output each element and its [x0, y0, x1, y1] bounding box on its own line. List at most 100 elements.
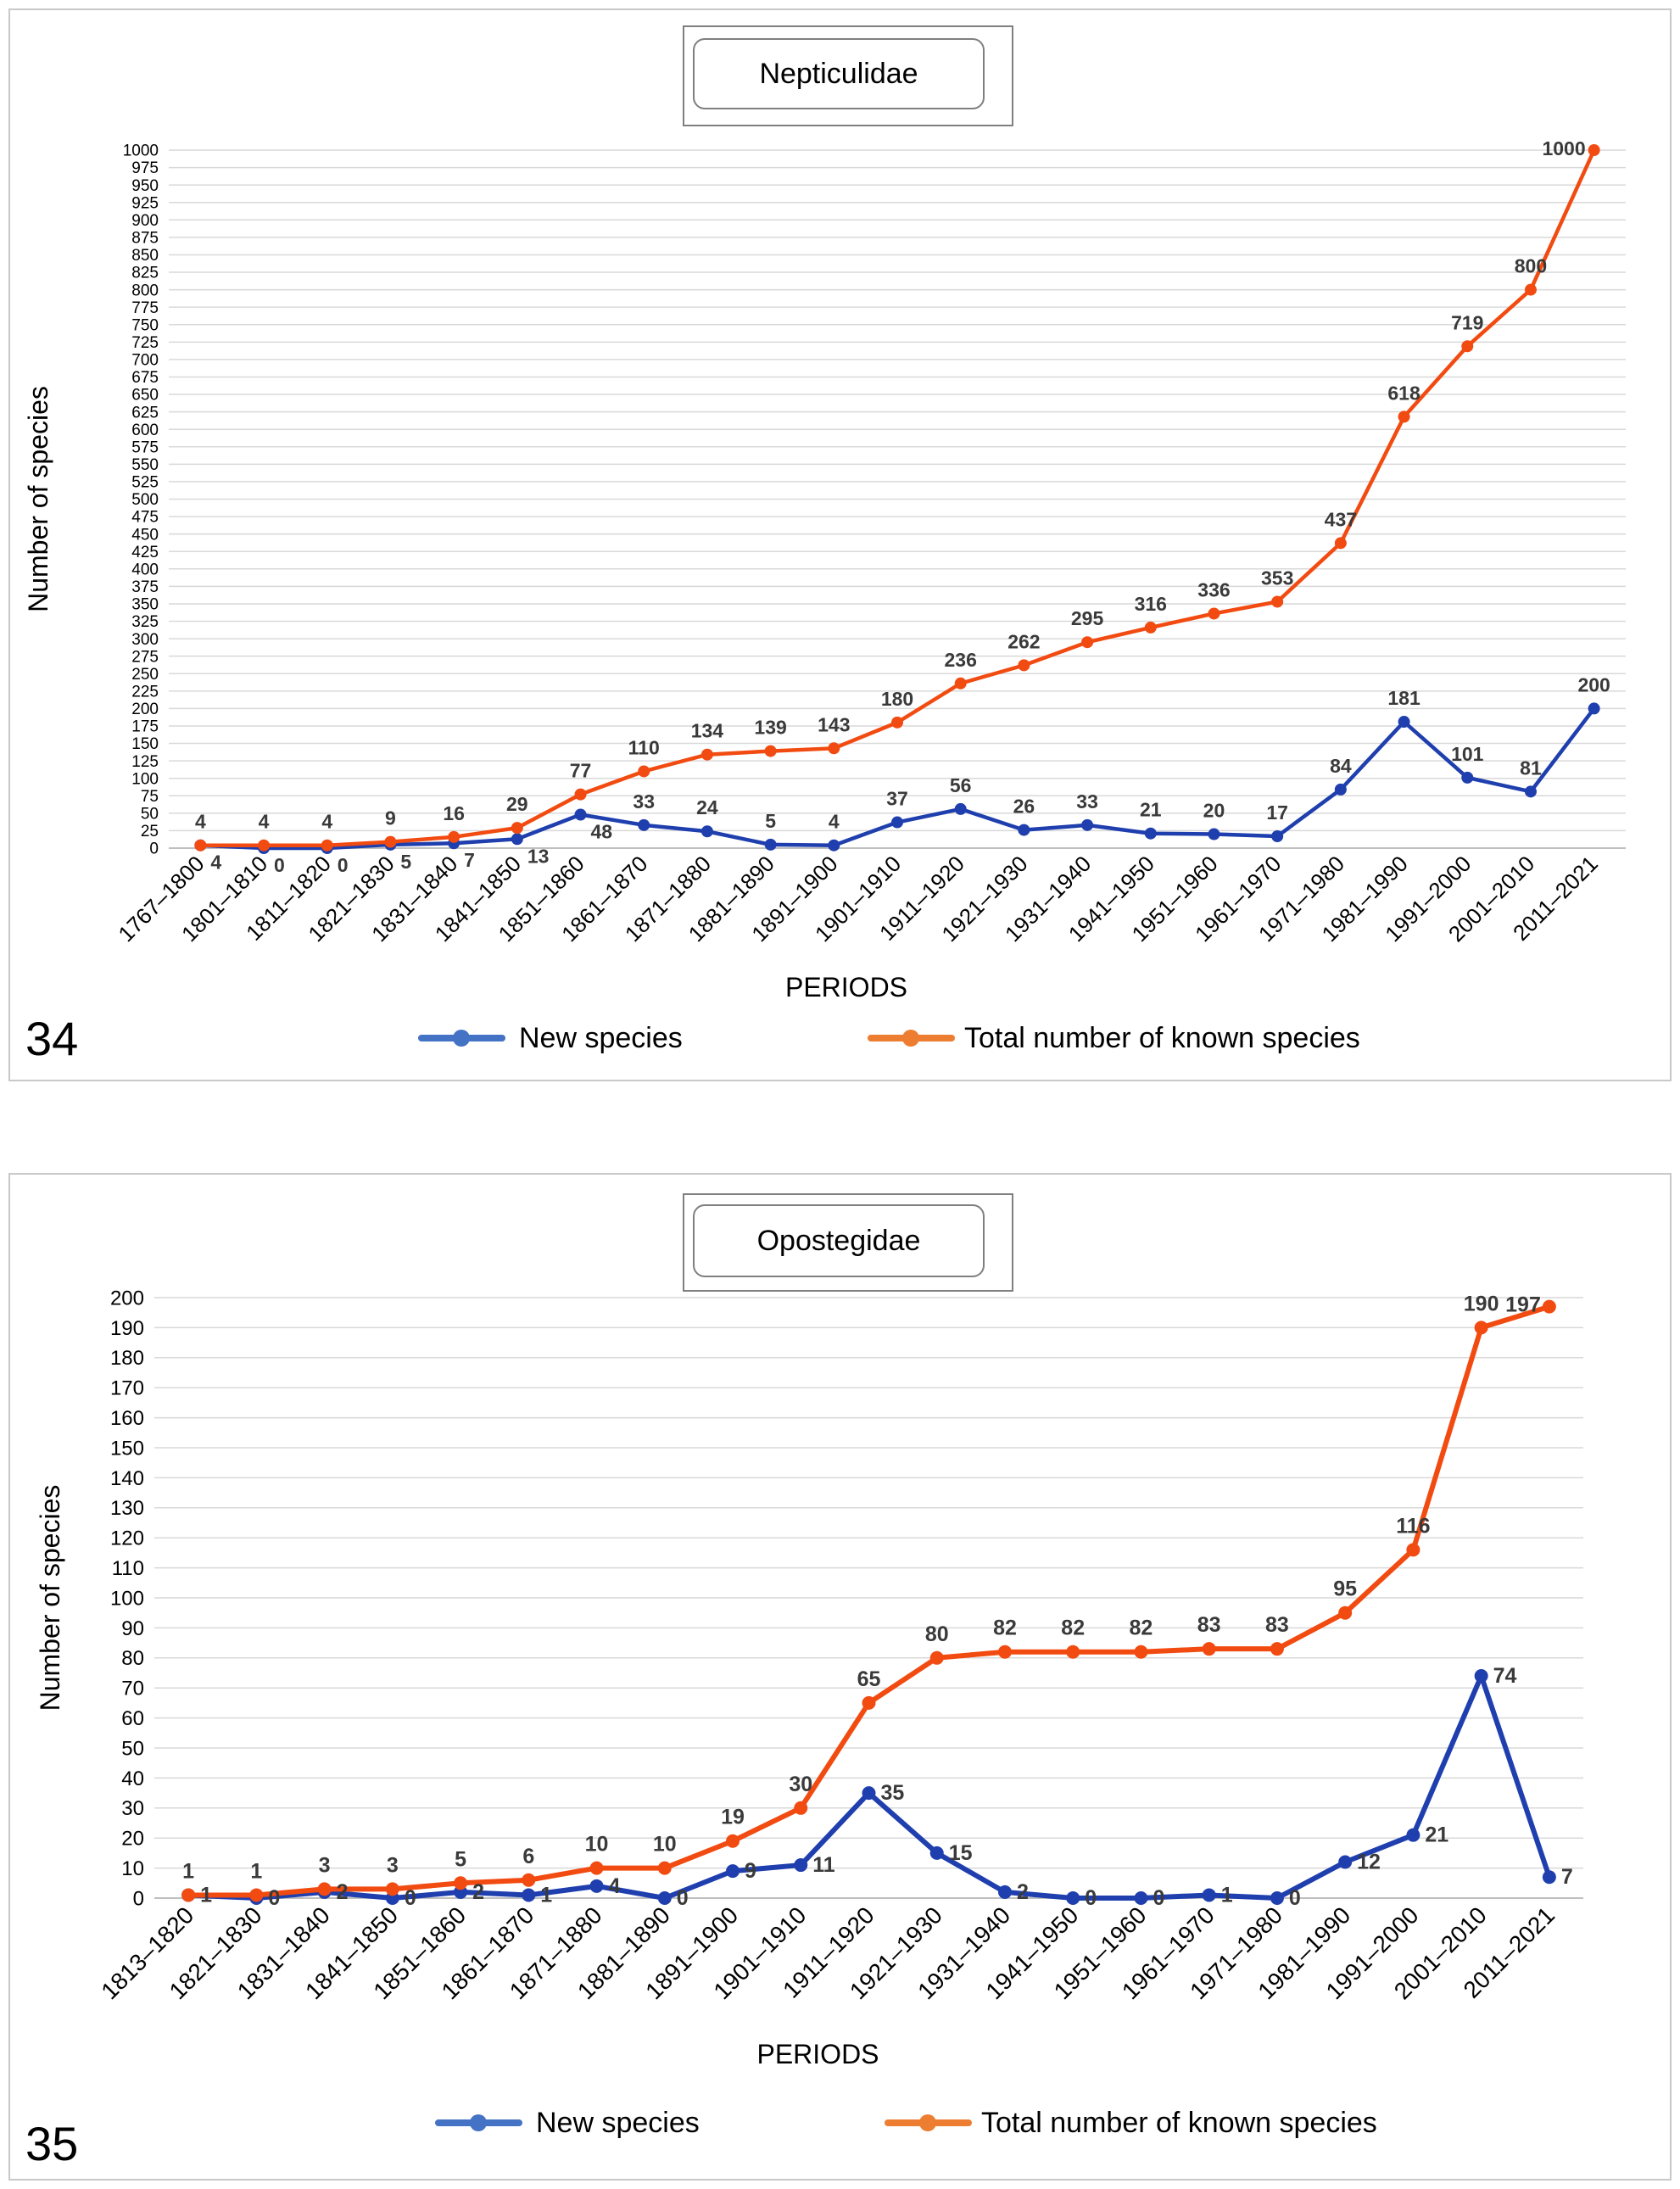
data-point	[385, 1882, 399, 1896]
data-point	[891, 816, 903, 829]
data-label: 48	[591, 820, 613, 842]
y-tick-label: 100	[110, 1587, 144, 1610]
data-point	[1081, 818, 1094, 831]
data-point	[249, 1888, 264, 1902]
data-point	[764, 838, 777, 851]
y-tick-label: 60	[121, 1707, 144, 1730]
data-point	[1461, 340, 1474, 353]
data-point	[862, 1786, 876, 1801]
data-label: 295	[1071, 607, 1104, 629]
data-point	[1338, 1605, 1353, 1620]
data-label: 336	[1197, 578, 1230, 600]
data-label: 1	[250, 1859, 262, 1883]
data-label: 134	[691, 720, 724, 742]
data-point	[726, 1834, 740, 1848]
series-new-species	[194, 702, 1600, 854]
legend: New species Total number of known species	[435, 2107, 1377, 2139]
legend-label: Total number of known species	[964, 1022, 1360, 1054]
data-point	[700, 748, 713, 761]
y-tick-label: 40	[121, 1767, 144, 1790]
data-point	[1406, 1543, 1420, 1557]
y-tick-label: 625	[131, 404, 159, 422]
data-point	[1270, 1642, 1284, 1656]
data-label: 9	[385, 807, 396, 829]
data-label: 83	[1197, 1613, 1221, 1637]
y-tick-label: 900	[131, 212, 159, 230]
data-point	[1398, 716, 1410, 729]
data-point	[929, 1650, 944, 1665]
x-axis-title: PERIODS	[785, 972, 907, 1002]
data-point	[258, 839, 271, 852]
y-tick-label: 30	[121, 1797, 144, 1820]
figure-panel-34: Nepticulidae 0 25 50 75 100 125 150 175 200 225 25…	[8, 8, 1672, 1081]
legend-item-new-species: New species	[435, 2107, 700, 2139]
y-tick-label: 70	[121, 1678, 144, 1700]
data-label: 20	[1203, 800, 1225, 822]
line-chart-opostegidae: 0102030405060708090100110120130140150160…	[35, 1287, 1583, 2139]
data-point	[997, 1645, 1012, 1659]
data-label: 3	[319, 1853, 331, 1877]
data-label: 33	[633, 790, 655, 812]
data-point	[522, 1888, 536, 1902]
y-tick-label: 775	[131, 299, 159, 317]
data-label: 10	[585, 1833, 609, 1857]
data-label: 236	[945, 649, 977, 671]
y-tick-label: 0	[133, 1887, 144, 1910]
data-point	[1524, 283, 1537, 296]
y-tick-label: 500	[131, 491, 159, 509]
data-label: 0	[1153, 1886, 1164, 1910]
data-point	[1208, 607, 1220, 620]
data-label: 82	[993, 1617, 1017, 1640]
data-point	[1542, 1299, 1556, 1314]
data-point	[454, 1876, 468, 1890]
data-point	[828, 839, 840, 852]
data-point	[862, 1695, 876, 1710]
data-point	[954, 677, 967, 690]
data-point	[997, 1885, 1012, 1899]
data-label: 0	[338, 854, 349, 876]
data-label: 7	[1561, 1865, 1573, 1889]
legend-label: Total number of known species	[981, 2107, 1377, 2139]
data-label: 4	[829, 811, 840, 833]
data-point	[194, 839, 207, 852]
data-label: 0	[1085, 1886, 1097, 1910]
data-point	[1018, 824, 1030, 836]
data-label: 4	[609, 1874, 621, 1898]
y-tick-label: 100	[131, 770, 159, 788]
chart-title-frame: Nepticulidae	[683, 25, 1013, 126]
y-tick-label: 275	[131, 648, 159, 666]
data-label: 1000	[1542, 137, 1585, 159]
data-point	[1066, 1645, 1080, 1659]
data-label: 82	[1061, 1617, 1085, 1640]
data-label: 4	[321, 811, 332, 833]
data-label: 197	[1505, 1293, 1541, 1317]
y-tick-label: 600	[131, 422, 159, 439]
data-label: 262	[1007, 630, 1040, 652]
figure-panel-35: Opostegidae 0 10 20 30 40 50 60 70 80 90 100 110 120…	[8, 1173, 1672, 2181]
data-point	[1406, 1828, 1420, 1842]
data-point	[321, 839, 333, 852]
data-point	[1134, 1645, 1148, 1659]
y-tick-label: 475	[131, 509, 159, 527]
y-tick-label: 550	[131, 456, 159, 474]
data-label: 1	[540, 1883, 552, 1907]
data-label: 84	[1330, 755, 1352, 777]
y-tick-label: 50	[121, 1737, 144, 1760]
data-point	[522, 1873, 536, 1887]
y-tick-label: 925	[131, 194, 159, 212]
data-label: 200	[1577, 673, 1610, 695]
data-point	[726, 1864, 740, 1879]
y-tick-label: 700	[131, 352, 159, 370]
legend-label: New species	[536, 2107, 700, 2139]
data-label: 181	[1387, 687, 1420, 709]
y-tick-label: 725	[131, 334, 159, 352]
legend-item-total-species: Total number of known species	[868, 1022, 1360, 1054]
y-tick-label: 825	[131, 265, 159, 282]
data-label: 116	[1396, 1514, 1430, 1538]
data-label: 82	[1130, 1617, 1153, 1640]
data-label: 35	[881, 1781, 905, 1805]
data-label: 30	[789, 1773, 812, 1796]
data-point	[638, 765, 650, 778]
data-label: 65	[857, 1667, 881, 1691]
y-tick-label: 300	[131, 631, 159, 649]
